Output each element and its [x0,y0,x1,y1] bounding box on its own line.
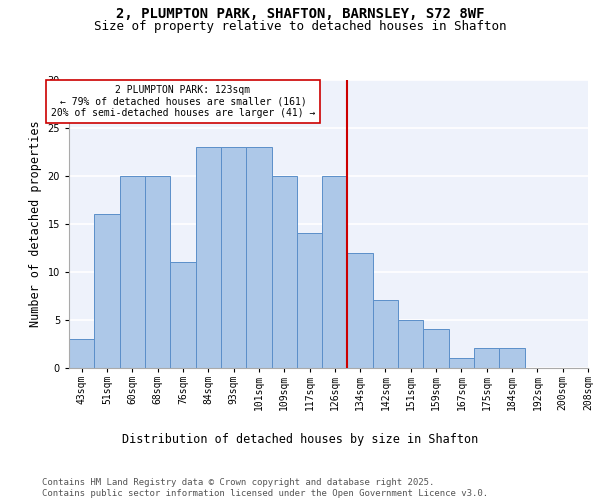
Text: Distribution of detached houses by size in Shafton: Distribution of detached houses by size … [122,432,478,446]
Text: Contains HM Land Registry data © Crown copyright and database right 2025.
Contai: Contains HM Land Registry data © Crown c… [42,478,488,498]
Bar [69,339,94,368]
Bar [499,348,525,368]
Text: 2, PLUMPTON PARK, SHAFTON, BARNSLEY, S72 8WF: 2, PLUMPTON PARK, SHAFTON, BARNSLEY, S72… [116,8,484,22]
Bar [94,214,119,368]
Bar [449,358,474,368]
Bar [373,300,398,368]
Y-axis label: Number of detached properties: Number of detached properties [29,120,42,327]
Bar [272,176,297,368]
Bar [424,329,449,368]
Bar [119,176,145,368]
Bar [221,147,246,368]
Bar [145,176,170,368]
Bar [398,320,424,368]
Text: 2 PLUMPTON PARK: 123sqm
← 79% of detached houses are smaller (161)
20% of semi-d: 2 PLUMPTON PARK: 123sqm ← 79% of detache… [51,85,315,118]
Bar [347,252,373,368]
Text: Size of property relative to detached houses in Shafton: Size of property relative to detached ho… [94,20,506,33]
Bar [297,234,322,368]
Bar [322,176,347,368]
Bar [170,262,196,368]
Bar [196,147,221,368]
Bar [474,348,499,368]
Bar [246,147,272,368]
